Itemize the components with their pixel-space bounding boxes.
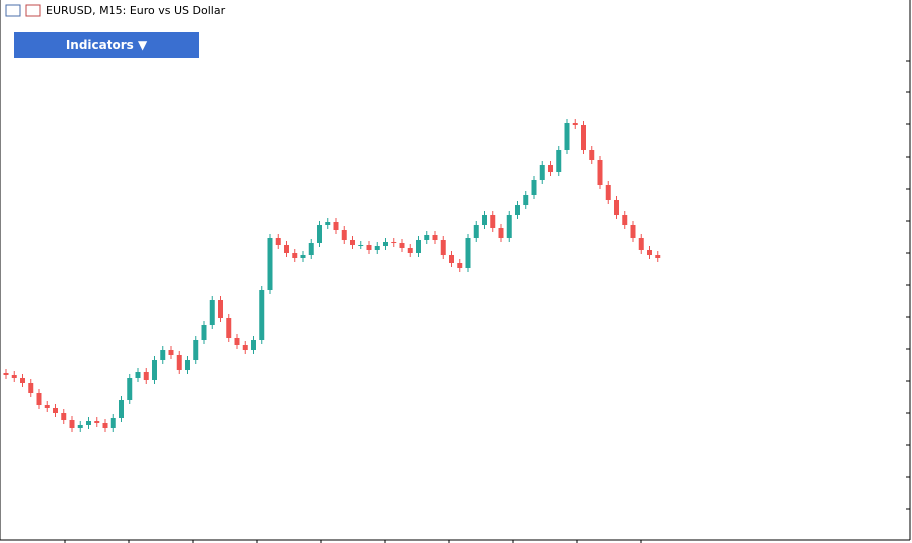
candle-body [300, 255, 306, 258]
candle-body [630, 225, 636, 238]
candle-body [457, 263, 463, 268]
candle-body [366, 245, 372, 250]
candle-body [440, 240, 446, 255]
candle-body [548, 165, 553, 172]
candle-body [259, 290, 265, 340]
candle-body [110, 418, 116, 428]
candle-body [275, 238, 281, 245]
candle-body [3, 373, 9, 375]
candle-body [77, 425, 83, 428]
candle-body [647, 250, 652, 255]
candle-body [160, 350, 166, 360]
candle-body [490, 215, 496, 228]
candle-body [176, 355, 182, 370]
candle-body [69, 420, 75, 428]
candle-body [407, 248, 413, 253]
candle-body [185, 360, 190, 370]
candle-body [267, 238, 273, 290]
candle-body [119, 400, 124, 418]
candle-body [531, 180, 537, 195]
window-title: EURUSD, M15: Euro vs US Dollar [46, 4, 226, 17]
candle-body [424, 235, 430, 240]
candle-body [44, 405, 50, 408]
candle-body [20, 378, 25, 383]
candle-body [102, 423, 108, 428]
candle-body [94, 421, 100, 423]
candle-body [53, 408, 58, 413]
candle-body [374, 246, 380, 250]
candle-body [317, 225, 322, 243]
candle-body [465, 238, 471, 268]
candle-body [152, 360, 157, 380]
candle-body [515, 205, 520, 215]
candle-body [325, 222, 331, 225]
candle-body [218, 300, 223, 318]
candle-body [597, 160, 603, 185]
candle-body [284, 245, 289, 253]
candle-body [383, 242, 388, 246]
candle-body [168, 350, 174, 355]
candle-body [449, 255, 454, 263]
indicators-button[interactable]: Indicators ▼ [14, 32, 199, 58]
candle-body [482, 215, 487, 225]
candle-body [416, 240, 421, 253]
candle-body [498, 228, 504, 238]
candle-body [201, 325, 207, 340]
candle-body [308, 243, 314, 255]
candle-body [523, 195, 529, 205]
candle-body [234, 338, 240, 345]
candle-body [350, 240, 355, 245]
candle-body [242, 345, 248, 350]
candle-body [36, 393, 42, 405]
candle-body [341, 230, 347, 240]
candle-body [226, 318, 232, 338]
candle-body [614, 200, 619, 215]
candle-body [564, 123, 570, 150]
candle-body [11, 375, 17, 378]
candle-body [28, 383, 34, 393]
candle-body [638, 238, 644, 250]
candle-body [251, 340, 256, 350]
candle-body [292, 253, 298, 258]
candle-body [209, 300, 215, 325]
candle-body [473, 225, 479, 238]
icon [25, 4, 41, 17]
candle-body [143, 372, 149, 380]
candle-body [556, 150, 562, 172]
candle-body [135, 372, 141, 378]
candle-body [391, 242, 397, 243]
candle-body [358, 245, 364, 246]
candle-body [605, 185, 611, 200]
candle-body [655, 255, 661, 258]
candle-body [572, 123, 578, 125]
candle-body [86, 421, 91, 425]
candle-body [432, 235, 438, 240]
candle-body [127, 378, 133, 400]
icon [5, 4, 21, 17]
candle-body [581, 125, 586, 150]
candle-body [506, 215, 512, 238]
candle-body [333, 222, 339, 230]
candle-body [399, 243, 405, 248]
candle-body [193, 340, 199, 360]
candle-body [589, 150, 595, 160]
candle-body [622, 215, 628, 225]
candle-body [61, 413, 67, 420]
candle-body [539, 165, 545, 180]
